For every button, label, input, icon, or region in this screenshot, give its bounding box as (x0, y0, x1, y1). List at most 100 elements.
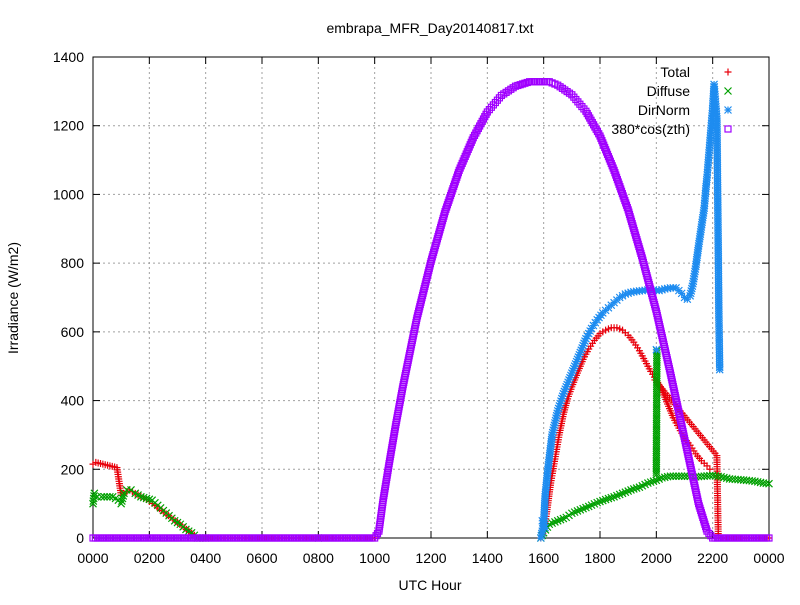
data-point (565, 89, 574, 97)
data-point (674, 472, 683, 481)
data-point (572, 357, 581, 366)
data-point (715, 365, 724, 374)
data-point (581, 334, 590, 343)
y-tick-label: 800 (61, 255, 85, 271)
data-point (438, 219, 446, 227)
data-point (456, 164, 464, 172)
data-point (595, 130, 603, 138)
data-point (611, 169, 619, 177)
data-point (441, 208, 449, 216)
data-point (556, 399, 565, 408)
data-point (568, 366, 577, 375)
data-point (566, 371, 575, 380)
data-point (635, 242, 643, 251)
data-point (598, 137, 606, 145)
data-point (699, 516, 708, 524)
data-point (765, 534, 773, 542)
data-point (604, 494, 613, 503)
data-point (578, 102, 586, 111)
data-point (559, 389, 568, 398)
data-point (118, 494, 127, 503)
data-point (461, 152, 469, 160)
data-point (635, 245, 644, 253)
data-point (703, 527, 711, 535)
data-point (455, 166, 463, 174)
data-point (433, 235, 442, 243)
data-point (431, 244, 439, 252)
data-point (454, 169, 462, 177)
series-2 (536, 80, 724, 542)
data-point (614, 178, 622, 186)
data-point (655, 286, 664, 295)
data-point (658, 285, 666, 294)
tick-labels: 0000 0200 0400 0600 0800 1000 1200 1400 1600 1800… (53, 49, 785, 566)
y-tick-label: 400 (61, 393, 85, 409)
data-point (429, 251, 437, 259)
data-point (105, 492, 114, 501)
data-point (429, 248, 438, 256)
data-point (627, 485, 635, 494)
data-point (437, 223, 445, 232)
data-point (617, 185, 625, 193)
data-point (557, 394, 566, 403)
data-point (434, 232, 442, 241)
y-tick-label: 200 (61, 461, 85, 477)
data-point (574, 98, 582, 106)
legend-marker (724, 106, 732, 114)
data-point (553, 406, 562, 415)
data-point (447, 189, 455, 197)
data-point (446, 194, 454, 202)
data-point (576, 348, 585, 357)
data-point (615, 180, 623, 188)
data-point (452, 175, 460, 184)
data-point (622, 199, 630, 207)
y-tick-label: 1000 (53, 186, 84, 202)
data-point (637, 252, 646, 260)
data-point (606, 157, 614, 165)
data-point (597, 134, 605, 142)
x-tick-label: 2000 (641, 550, 672, 566)
data-point (428, 253, 436, 261)
data-point (467, 138, 475, 147)
data-point (97, 492, 106, 501)
data-point (602, 148, 611, 156)
data-point (491, 98, 499, 107)
data-point (427, 257, 435, 266)
data-point (646, 478, 655, 487)
data-point (451, 178, 459, 186)
data-point (136, 492, 145, 501)
x-tick-label: 1800 (584, 550, 615, 566)
data-point (627, 217, 636, 225)
x-tick-label: 1000 (359, 550, 390, 566)
data-point (566, 373, 574, 382)
data-point (652, 345, 661, 354)
data-point (621, 196, 629, 205)
data-point (701, 520, 709, 528)
data-point (487, 103, 495, 111)
data-point (555, 402, 564, 410)
data-point (573, 355, 582, 364)
data-point (538, 516, 547, 525)
y-tick-label: 1400 (53, 49, 84, 65)
data-point (463, 148, 471, 156)
data-point (579, 341, 588, 350)
data-point (437, 221, 445, 229)
data-point (607, 493, 616, 502)
x-tick-label: 1400 (472, 550, 503, 566)
data-point (558, 392, 567, 401)
data-point (612, 171, 620, 179)
data-point (514, 81, 522, 90)
data-point (485, 106, 493, 114)
data-point (634, 240, 642, 248)
data-point (699, 513, 707, 521)
x-tick-label: 1200 (415, 550, 446, 566)
legend-label: Total (660, 64, 690, 80)
data-point (700, 518, 708, 526)
data-point (433, 237, 441, 245)
data-point (449, 185, 457, 193)
series-3 (89, 78, 773, 542)
data-point (599, 139, 607, 147)
data-point (483, 108, 491, 116)
y-tick-label: 1200 (53, 118, 84, 134)
